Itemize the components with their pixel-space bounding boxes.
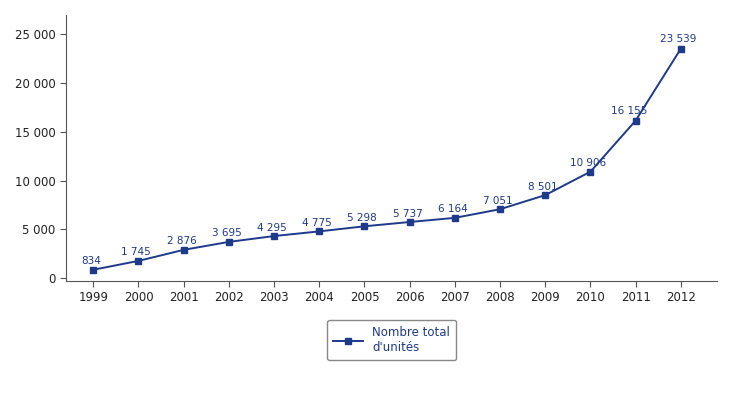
Nombre total
d'unités <box>89 267 97 272</box>
Text: 23 539: 23 539 <box>660 34 697 44</box>
Text: 834: 834 <box>81 256 101 266</box>
Line: Nombre total
d'unités: Nombre total d'unités <box>90 45 684 273</box>
Text: 3 695: 3 695 <box>212 229 242 239</box>
Nombre total
d'unités <box>406 220 414 225</box>
Nombre total
d'unités <box>676 46 685 51</box>
Text: 4 295: 4 295 <box>257 222 287 233</box>
Nombre total
d'unités <box>360 224 369 229</box>
Text: 6 164: 6 164 <box>438 204 468 215</box>
Nombre total
d'unités <box>450 215 459 220</box>
Text: 5 298: 5 298 <box>347 213 377 223</box>
Nombre total
d'unités <box>269 234 278 239</box>
Text: 2 876: 2 876 <box>167 236 196 246</box>
Nombre total
d'unités <box>225 239 234 244</box>
Text: 1 745: 1 745 <box>122 248 151 258</box>
Nombre total
d'unités <box>496 207 504 212</box>
Text: 7 051: 7 051 <box>483 196 512 206</box>
Nombre total
d'unités <box>631 118 640 123</box>
Nombre total
d'unités <box>134 258 143 263</box>
Nombre total
d'unités <box>586 169 595 174</box>
Nombre total
d'unités <box>315 229 324 234</box>
Nombre total
d'unités <box>179 247 188 252</box>
Text: 10 906: 10 906 <box>570 158 606 168</box>
Text: 5 737: 5 737 <box>392 208 422 219</box>
Legend: Nombre total
d'unités: Nombre total d'unités <box>327 320 456 360</box>
Text: 4 775: 4 775 <box>302 218 332 228</box>
Text: 8 501: 8 501 <box>529 182 558 192</box>
Nombre total
d'unités <box>541 193 550 198</box>
Text: 16 155: 16 155 <box>610 106 647 116</box>
